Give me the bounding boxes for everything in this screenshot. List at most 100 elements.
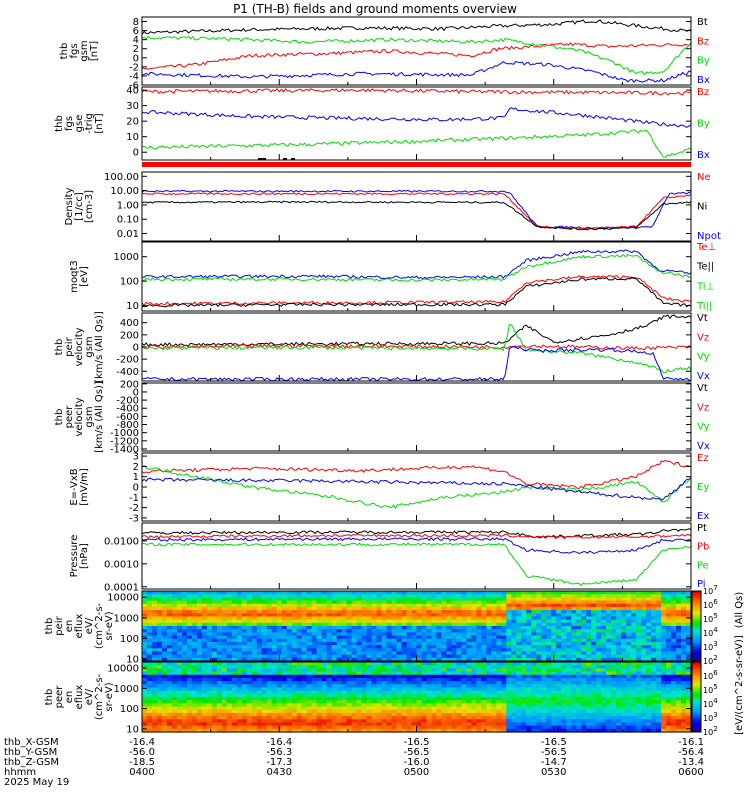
spectrogram-cell <box>631 709 637 714</box>
spectrogram-cell <box>661 622 667 627</box>
spectrogram-cell <box>196 613 203 618</box>
spectrogram-cell <box>401 693 408 698</box>
spectrogram-cell <box>411 722 418 727</box>
spectrogram-cell <box>406 712 413 717</box>
spectrogram-cell <box>411 700 418 704</box>
legend-entry: Bx <box>697 75 710 86</box>
spectrogram-cell <box>341 700 348 704</box>
spectrogram-cell <box>651 606 657 611</box>
spectrogram-cell <box>446 594 453 598</box>
spectrogram-cell <box>206 622 213 627</box>
spectrogram-cell <box>301 693 308 698</box>
spectrogram-cell <box>171 719 178 724</box>
spectrogram-cell <box>511 606 517 611</box>
spectrogram-cell <box>426 610 433 614</box>
spectrogram-cell <box>656 651 662 656</box>
spectrogram-cell <box>421 719 428 724</box>
spectrogram-cell <box>401 700 408 704</box>
spectrogram-cell <box>176 668 183 673</box>
spectrogram-cell <box>396 677 403 682</box>
y-tick-label: 10000 <box>107 593 139 604</box>
spectrogram-cell <box>481 703 487 708</box>
spectrogram-cell <box>276 709 283 714</box>
spectrogram-cell <box>476 725 482 730</box>
spectrogram-cell <box>536 671 542 676</box>
spectrogram-cell <box>151 684 158 689</box>
spectrogram-cell <box>251 665 258 669</box>
spectrogram-cell <box>346 603 353 608</box>
spectrogram-cell <box>501 728 507 733</box>
spectrogram-cell <box>231 716 238 720</box>
spectrogram-cell <box>246 703 253 708</box>
spectrogram-cell <box>486 622 492 627</box>
spectrogram-cell <box>286 671 293 676</box>
spectrogram-cell <box>311 594 318 598</box>
spectrogram-cell <box>256 684 263 689</box>
spectrogram-cell <box>251 594 258 598</box>
spectrogram-cell <box>321 712 328 717</box>
spectrogram-cell <box>596 722 602 727</box>
spectrogram-cell <box>606 600 612 605</box>
spectrogram-cell <box>516 725 522 730</box>
spectrogram-cell <box>431 716 438 720</box>
spectrogram-cell <box>396 606 403 611</box>
spectrogram-cell <box>531 709 537 714</box>
spectrogram-cell <box>471 722 477 727</box>
spectrogram-cell <box>616 597 622 602</box>
spectrogram-cell <box>221 641 228 646</box>
spectrogram-cell <box>521 728 527 733</box>
spectrogram-cell <box>621 626 627 630</box>
spectrogram-cell <box>341 597 348 602</box>
spectrogram-cell <box>346 674 353 679</box>
spectrogram-cell <box>491 668 497 673</box>
spectrogram-cell <box>636 597 642 602</box>
spectrogram-cell <box>161 693 168 698</box>
spectrogram-cell <box>476 719 482 724</box>
spectrogram-cell <box>216 690 223 695</box>
spectrogram-cell <box>161 622 168 627</box>
spectrogram-cell <box>186 657 193 662</box>
spectrogram-cell <box>291 725 298 730</box>
spectrogram-cell <box>681 648 687 653</box>
spectrogram-cell <box>556 693 562 698</box>
spectrogram-cell <box>396 603 403 608</box>
spectrogram-cell <box>641 706 647 711</box>
spectrogram-cell <box>461 716 468 720</box>
spectrogram-cell <box>361 651 368 656</box>
spectrogram-cell <box>161 700 168 704</box>
spectrogram-cell <box>556 654 562 659</box>
spectrogram-cell <box>451 671 458 676</box>
spectrogram-cell <box>391 654 398 659</box>
spectrogram-cell <box>626 719 632 724</box>
y-tick-label: -4 <box>129 71 139 82</box>
spectrogram-cell <box>631 706 637 711</box>
spectrogram-cell <box>256 681 263 685</box>
spectrogram-cell <box>271 665 278 669</box>
spectrogram-cell <box>231 619 238 624</box>
spectrogram-cell <box>531 703 537 708</box>
spectrogram-cell <box>201 619 208 624</box>
spectrogram-cell <box>476 651 482 656</box>
colorbar-tick-label: 105 <box>703 612 718 624</box>
spectrogram-cell <box>386 693 393 698</box>
spectrogram-cell <box>206 600 213 605</box>
y-tick-label: 10 <box>126 132 139 143</box>
spectrogram-cell <box>316 662 323 666</box>
spectrogram-cell <box>611 662 617 666</box>
spectrogram-cell <box>171 671 178 676</box>
spectrogram-cell <box>611 606 617 611</box>
spectrogram-cell <box>431 645 438 649</box>
spectrogram-cell <box>636 693 642 698</box>
spectrogram-cell <box>166 671 173 676</box>
spectrogram-cell <box>146 635 153 640</box>
spectrogram-cell <box>176 684 183 689</box>
spectrogram-cell <box>216 697 223 701</box>
spectrogram-cell <box>291 709 298 714</box>
spectrogram-cell <box>661 635 667 640</box>
spectrogram-cell <box>351 668 358 673</box>
spectrogram-cell <box>206 626 213 630</box>
spectrogram-cell <box>191 671 198 676</box>
spectrogram-cell <box>316 657 323 662</box>
spectrogram-cell <box>221 635 228 640</box>
spectrogram-cell <box>376 638 383 643</box>
